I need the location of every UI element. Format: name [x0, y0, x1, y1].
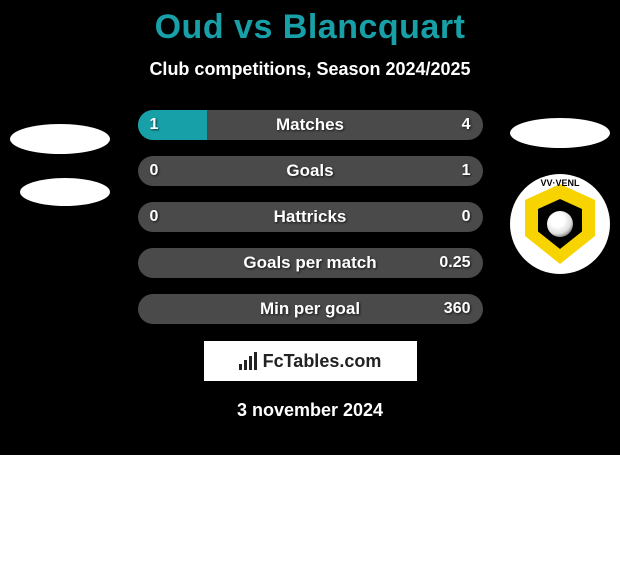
stat-bar: Goals0 1 — [138, 156, 483, 186]
avatar-ellipse — [20, 178, 110, 206]
bar-label: Goals — [138, 161, 483, 181]
stat-bar: Hattricks0 0 — [138, 202, 483, 232]
bar-label: Matches — [138, 115, 483, 135]
player-right-avatar: VV·VENL — [510, 118, 610, 218]
page-title: Oud vs Blancquart — [0, 0, 620, 47]
comparison-card: Oud vs Blancquart Club competitions, Sea… — [0, 0, 620, 455]
stat-bar: Matches1 4 — [138, 110, 483, 140]
brand-box: FcTables.com — [203, 340, 418, 382]
bar-value-left: 1 — [150, 116, 159, 134]
subtitle: Club competitions, Season 2024/2025 — [0, 59, 620, 80]
bar-label: Goals per match — [138, 253, 483, 273]
stats-bars: Matches14Goals01Hattricks00Goals per mat… — [138, 110, 483, 324]
stat-bar: Goals per match0.25 — [138, 248, 483, 278]
bar-value-right: 360 — [444, 300, 471, 318]
bar-value-right: 0 — [462, 208, 471, 226]
badge-label: VV·VENL — [510, 178, 610, 188]
soccer-ball-icon — [547, 211, 573, 237]
bar-value-left: 0 — [150, 162, 159, 180]
bar-label: Min per goal — [138, 299, 483, 319]
badge-shield — [525, 184, 595, 264]
player-left-avatar — [10, 118, 110, 218]
brand-logo: FcTables.com — [239, 351, 382, 372]
bar-value-right: 4 — [462, 116, 471, 134]
stat-bar: Min per goal360 — [138, 294, 483, 324]
brand-text: FcTables.com — [263, 351, 382, 372]
avatar-ellipse — [510, 118, 610, 148]
bar-value-left: 0 — [150, 208, 159, 226]
avatar-ellipse — [10, 124, 110, 154]
bar-label: Hattricks — [138, 207, 483, 227]
bars-icon — [239, 352, 259, 370]
bar-value-right: 1 — [462, 162, 471, 180]
club-badge: VV·VENL — [510, 174, 610, 274]
date-label: 3 november 2024 — [0, 400, 620, 421]
bar-value-right: 0.25 — [439, 254, 470, 272]
